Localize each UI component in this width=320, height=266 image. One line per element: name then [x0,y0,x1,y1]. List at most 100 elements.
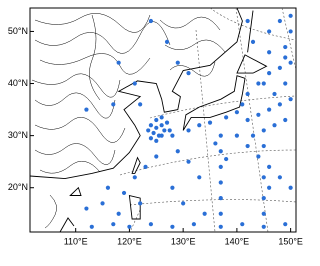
observation-point [288,97,293,102]
observation-point [84,206,89,211]
observation-point [283,55,288,60]
observation-point [288,60,293,65]
observation-point [261,81,266,86]
observation-point [267,50,272,55]
observation-point [191,222,196,227]
observation-point [288,13,293,18]
observation-point [261,196,266,201]
observation-point [207,120,213,125]
observation-point [267,71,272,76]
map: 110°E 120°E 130°E 140°E 150°E 20°N 30°N 40°N 50°… [8,7,303,246]
observation-point [148,123,154,128]
observation-point [288,29,293,34]
observation-point [256,154,261,159]
observation-point [250,133,256,138]
observation-point [159,133,164,138]
observation-point [154,117,159,123]
observation-point [277,18,282,24]
observation-point [245,91,250,97]
observation-point [116,211,121,216]
x-tick-label: 110°E [64,236,88,246]
observation-point [277,102,282,107]
observation-point [272,91,277,97]
observation-point [121,190,127,196]
observation-point [288,185,293,190]
observation-point [218,196,223,201]
observation-point [148,18,154,24]
observation-point [218,180,223,185]
observation-point [175,60,180,65]
observation-point [132,175,137,180]
observation-point [164,120,170,125]
observation-point [186,128,191,133]
observation-point [154,154,159,159]
observation-point [154,138,159,143]
observation-point [267,29,272,34]
y-tick-label: 40°N [8,78,28,88]
observation-point [240,222,245,227]
observation-point [218,164,223,169]
graticule [119,7,297,233]
observation-point [146,128,151,133]
observation-point [277,175,282,180]
observation-point [218,133,223,138]
observation-point [164,39,170,44]
observation-point [283,81,288,86]
observation-point [197,123,202,128]
observation-point [138,102,143,107]
terrain-contours [31,13,226,229]
observation-point [170,185,175,190]
y-tick-label: 30°N [8,130,28,140]
observation-point [245,143,250,149]
observation-point [256,81,261,86]
observation-point [277,65,282,71]
observation-point [224,115,229,120]
observation-point [148,222,154,227]
observation-point [159,123,164,128]
y-tick-label: 50°N [8,26,28,36]
observation-point [234,133,239,138]
observation-point [170,224,175,229]
observation-point [261,128,266,133]
x-tick-label: 120°E [117,236,142,246]
observation-point [143,164,148,169]
observation-point [261,224,266,229]
observation-point [89,224,94,229]
x-tick-label: 150°E [278,236,303,246]
observation-point [283,44,288,50]
observation-point [181,201,186,206]
observation-point [240,102,245,107]
observation-point [132,81,137,86]
observation-point [283,222,288,227]
observation-point [186,159,191,164]
observation-point [170,133,175,138]
observation-point [175,149,180,154]
observation-point [105,185,111,190]
x-tick-label: 130°E [171,236,196,246]
observation-point [245,117,250,123]
observation-point [218,211,223,216]
coastlines [29,7,268,233]
observation-point [283,117,288,123]
observation-point [267,164,272,169]
observation-point [138,201,143,206]
observation-point [218,149,223,154]
observation-point [111,102,116,107]
observation-point [162,128,167,133]
observation-point [148,136,154,141]
observation-point [234,110,239,115]
observation-point [186,71,191,76]
observation-point [84,107,89,112]
observation-point [159,115,164,120]
observation-point [151,130,156,136]
observation-point [116,60,121,65]
observation-point [224,156,229,162]
observation-point [100,201,105,206]
observation-point [267,107,272,112]
observation-point [261,175,266,180]
y-tick-label: 20°N [8,182,28,192]
observation-point [213,141,218,146]
x-tick-label: 140°E [225,236,250,246]
observation-point [167,128,172,133]
observation-point [267,185,272,190]
